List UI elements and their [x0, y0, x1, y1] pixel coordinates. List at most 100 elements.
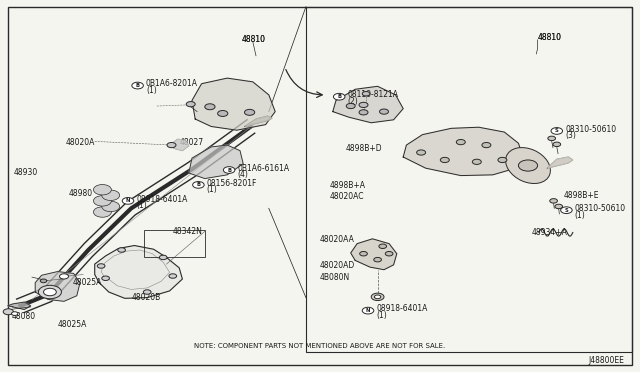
Circle shape	[132, 82, 143, 89]
Ellipse shape	[506, 148, 550, 183]
Circle shape	[93, 185, 111, 195]
Circle shape	[186, 102, 195, 107]
Circle shape	[346, 103, 355, 109]
Circle shape	[169, 274, 177, 278]
Text: N: N	[125, 198, 131, 203]
Circle shape	[97, 264, 105, 268]
Text: 08156-8201F: 08156-8201F	[207, 179, 257, 187]
Text: 48810: 48810	[242, 35, 266, 44]
Text: 48980: 48980	[69, 189, 93, 198]
Text: (1): (1)	[207, 185, 218, 194]
Text: (1): (1)	[575, 211, 586, 219]
Circle shape	[244, 109, 255, 115]
Text: B: B	[337, 94, 341, 99]
Text: 48025A: 48025A	[72, 278, 102, 287]
Circle shape	[374, 295, 381, 299]
Circle shape	[159, 255, 167, 260]
Circle shape	[362, 307, 374, 314]
Text: 48342N: 48342N	[173, 227, 203, 236]
Text: 48025A: 48025A	[58, 320, 87, 329]
Circle shape	[223, 167, 235, 173]
Text: 4B080N: 4B080N	[320, 273, 350, 282]
Circle shape	[548, 136, 556, 141]
Text: 08310-50610: 08310-50610	[575, 204, 626, 213]
Circle shape	[440, 157, 449, 163]
Circle shape	[561, 207, 572, 214]
Text: 48080: 48080	[12, 312, 36, 321]
Text: 4898B+E: 4898B+E	[563, 191, 598, 200]
Circle shape	[359, 110, 368, 115]
Text: 4898B+A: 4898B+A	[330, 182, 365, 190]
Polygon shape	[244, 116, 272, 126]
Text: S: S	[564, 208, 568, 213]
Text: 08310-50610: 08310-50610	[565, 125, 616, 134]
Circle shape	[38, 285, 61, 299]
Circle shape	[40, 279, 47, 283]
Text: 08918-6401A: 08918-6401A	[376, 304, 428, 313]
Circle shape	[380, 109, 388, 114]
Text: 48027: 48027	[179, 138, 204, 147]
Text: 48810: 48810	[242, 35, 266, 44]
Text: 48810: 48810	[538, 33, 562, 42]
Polygon shape	[351, 239, 397, 270]
Circle shape	[456, 140, 465, 145]
Circle shape	[218, 110, 228, 116]
Circle shape	[385, 251, 393, 256]
Polygon shape	[547, 157, 573, 168]
Text: NOTE: COMPONENT PARTS NOT MENTIONED ABOVE ARE NOT FOR SALE.: NOTE: COMPONENT PARTS NOT MENTIONED ABOV…	[195, 343, 445, 349]
Circle shape	[60, 274, 68, 279]
Circle shape	[167, 142, 176, 148]
Text: (3): (3)	[565, 131, 576, 140]
Circle shape	[498, 157, 507, 163]
Text: 48020AD: 48020AD	[320, 262, 355, 270]
Circle shape	[472, 159, 481, 164]
Circle shape	[93, 207, 111, 217]
Circle shape	[44, 288, 56, 296]
Circle shape	[360, 251, 367, 256]
Text: 48810: 48810	[538, 33, 562, 42]
Circle shape	[417, 150, 426, 155]
Text: S: S	[555, 128, 559, 134]
Text: B: B	[136, 83, 140, 88]
Text: 0B1A6-6161A: 0B1A6-6161A	[237, 164, 289, 173]
Polygon shape	[35, 272, 80, 301]
Circle shape	[551, 128, 563, 134]
Text: 48020AA: 48020AA	[320, 235, 355, 244]
Text: (2): (2)	[348, 97, 358, 106]
Circle shape	[482, 142, 491, 148]
Text: (1): (1)	[146, 86, 157, 95]
Circle shape	[93, 196, 111, 206]
Circle shape	[118, 248, 125, 252]
Circle shape	[102, 190, 120, 201]
Text: 48020A: 48020A	[66, 138, 95, 147]
Text: 48930: 48930	[14, 169, 38, 177]
Circle shape	[359, 102, 368, 108]
Circle shape	[555, 204, 563, 209]
Circle shape	[122, 198, 134, 204]
Polygon shape	[172, 139, 189, 151]
Bar	[144, 230, 205, 257]
Circle shape	[143, 290, 151, 294]
Polygon shape	[95, 246, 182, 298]
Polygon shape	[333, 86, 403, 123]
Text: 08110-8121A: 08110-8121A	[348, 90, 399, 99]
Bar	[306, 7, 632, 352]
Polygon shape	[403, 127, 524, 176]
Text: 4898B+D: 4898B+D	[346, 144, 382, 153]
Circle shape	[102, 201, 120, 212]
Circle shape	[102, 276, 109, 280]
Text: 0B1A6-8201A: 0B1A6-8201A	[146, 79, 198, 88]
Polygon shape	[8, 302, 31, 310]
Text: J48800EE: J48800EE	[588, 356, 624, 365]
Polygon shape	[189, 145, 243, 179]
Circle shape	[550, 199, 557, 203]
Polygon shape	[192, 78, 275, 130]
Text: 48934+A: 48934+A	[531, 228, 567, 237]
Circle shape	[371, 293, 384, 301]
Text: B: B	[227, 167, 231, 173]
Circle shape	[362, 92, 370, 96]
Circle shape	[3, 309, 13, 315]
Text: 08918-6401A: 08918-6401A	[136, 195, 188, 203]
Circle shape	[193, 182, 204, 188]
Circle shape	[12, 312, 18, 315]
